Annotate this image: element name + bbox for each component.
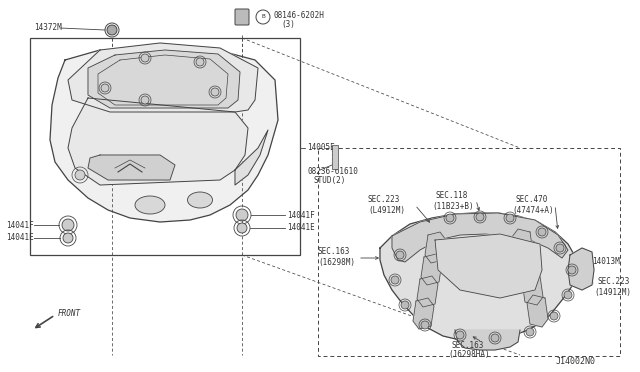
Bar bbox=[332, 145, 338, 169]
Polygon shape bbox=[455, 330, 520, 350]
FancyBboxPatch shape bbox=[235, 9, 249, 25]
Text: (47474+A): (47474+A) bbox=[512, 205, 554, 215]
Text: FRONT: FRONT bbox=[58, 308, 81, 317]
Text: 14041E: 14041E bbox=[6, 234, 34, 243]
Circle shape bbox=[556, 244, 564, 252]
Circle shape bbox=[196, 58, 204, 66]
Bar bbox=[318, 148, 620, 356]
Ellipse shape bbox=[135, 196, 165, 214]
Polygon shape bbox=[568, 248, 594, 290]
Text: 14041F: 14041F bbox=[6, 221, 34, 230]
Text: B: B bbox=[261, 15, 265, 19]
Polygon shape bbox=[413, 298, 434, 329]
Text: 14372M: 14372M bbox=[34, 22, 61, 32]
Polygon shape bbox=[392, 213, 568, 262]
Polygon shape bbox=[527, 295, 548, 327]
Polygon shape bbox=[68, 98, 248, 185]
Polygon shape bbox=[380, 213, 578, 341]
Circle shape bbox=[141, 54, 149, 62]
Circle shape bbox=[564, 291, 572, 299]
Polygon shape bbox=[435, 234, 542, 298]
Circle shape bbox=[446, 214, 454, 222]
Text: (J6298HA): (J6298HA) bbox=[448, 350, 490, 359]
Polygon shape bbox=[88, 50, 240, 108]
Circle shape bbox=[63, 233, 73, 243]
Text: (14912M): (14912M) bbox=[594, 288, 631, 296]
Polygon shape bbox=[517, 251, 538, 283]
Circle shape bbox=[550, 312, 558, 320]
Circle shape bbox=[211, 88, 219, 96]
Polygon shape bbox=[522, 273, 543, 305]
Circle shape bbox=[491, 334, 499, 342]
Polygon shape bbox=[512, 229, 533, 261]
Polygon shape bbox=[88, 155, 175, 180]
Text: SEC.163: SEC.163 bbox=[452, 340, 484, 350]
Text: (3): (3) bbox=[281, 19, 295, 29]
Polygon shape bbox=[425, 232, 446, 263]
Text: SEC.223: SEC.223 bbox=[368, 196, 401, 205]
Text: 14005E: 14005E bbox=[307, 144, 335, 153]
Circle shape bbox=[141, 96, 149, 104]
Text: STUD(2): STUD(2) bbox=[313, 176, 346, 185]
Text: (16298M): (16298M) bbox=[318, 257, 355, 266]
Ellipse shape bbox=[188, 192, 212, 208]
Text: SEC.163: SEC.163 bbox=[318, 247, 350, 257]
Circle shape bbox=[101, 84, 109, 92]
Polygon shape bbox=[417, 276, 438, 307]
Text: J14002N0: J14002N0 bbox=[556, 357, 596, 366]
Text: 14041E: 14041E bbox=[287, 224, 315, 232]
Text: (11B23+B): (11B23+B) bbox=[432, 202, 474, 211]
Circle shape bbox=[391, 276, 399, 284]
Circle shape bbox=[568, 266, 576, 274]
Circle shape bbox=[538, 228, 546, 236]
Text: SEC.470: SEC.470 bbox=[516, 196, 548, 205]
Circle shape bbox=[476, 213, 484, 221]
Circle shape bbox=[236, 209, 248, 221]
Circle shape bbox=[506, 214, 514, 222]
Text: SEC.118: SEC.118 bbox=[436, 192, 468, 201]
Text: 08146-6202H: 08146-6202H bbox=[273, 10, 324, 19]
Text: 14041F: 14041F bbox=[287, 211, 315, 219]
Bar bbox=[30, 38, 300, 255]
Circle shape bbox=[421, 321, 429, 329]
Polygon shape bbox=[235, 130, 268, 185]
Circle shape bbox=[107, 25, 117, 35]
Circle shape bbox=[526, 328, 534, 336]
Text: 14013M: 14013M bbox=[592, 257, 620, 266]
Text: (L4912M): (L4912M) bbox=[368, 205, 405, 215]
Circle shape bbox=[396, 251, 404, 259]
Polygon shape bbox=[50, 48, 278, 222]
Circle shape bbox=[62, 219, 74, 231]
Circle shape bbox=[401, 301, 409, 309]
Text: SEC.223: SEC.223 bbox=[598, 278, 630, 286]
Circle shape bbox=[456, 331, 464, 339]
Circle shape bbox=[75, 170, 85, 180]
Polygon shape bbox=[68, 43, 258, 112]
Circle shape bbox=[237, 223, 247, 233]
Text: 08236-61610: 08236-61610 bbox=[307, 167, 358, 176]
Polygon shape bbox=[421, 254, 442, 285]
